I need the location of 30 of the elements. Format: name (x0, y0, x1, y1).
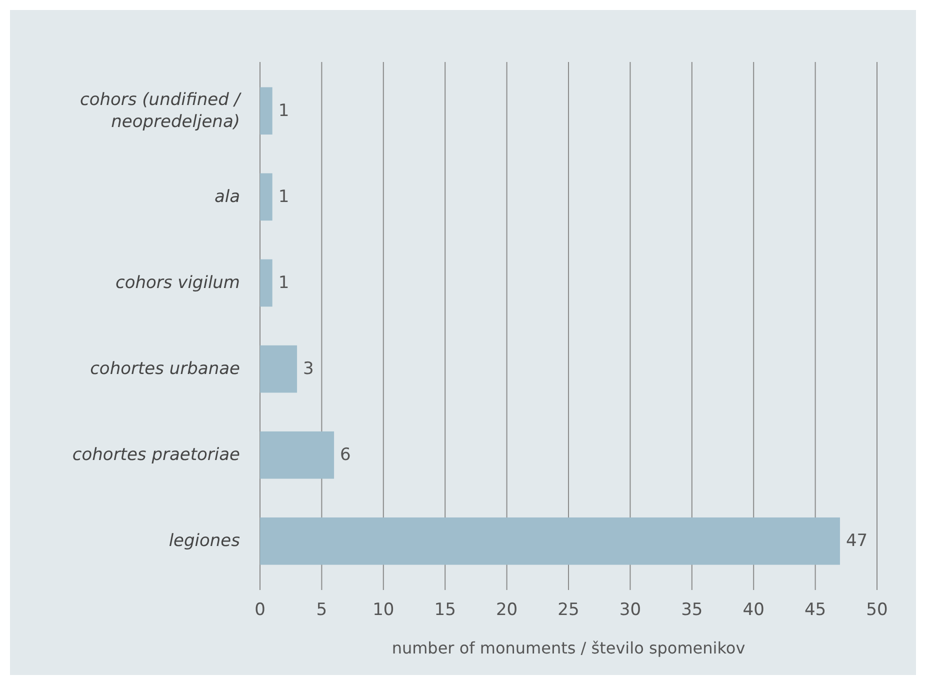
x-tick-label: 10 (372, 600, 394, 620)
bar (260, 517, 840, 565)
x-tick-label: 20 (496, 600, 518, 620)
data-label: 47 (846, 531, 868, 552)
x-tick-label: 40 (742, 600, 764, 620)
bar (260, 173, 272, 221)
bar (260, 87, 272, 135)
bar (260, 345, 298, 393)
y-tick-label: cohortes praetoriae (72, 445, 240, 466)
data-label: 3 (303, 359, 314, 380)
y-tick-label: legiones (168, 531, 240, 552)
bar (260, 431, 334, 479)
y-tick-label: ala (214, 186, 240, 207)
y-tick-label: cohors (undifined / neopredeljena) (80, 90, 242, 132)
bar (260, 259, 272, 307)
x-tick-label: 45 (804, 600, 826, 620)
x-tick-label: 35 (681, 600, 703, 620)
y-tick-label: cohortes urbanae (90, 359, 240, 380)
x-tick-label: 50 (866, 600, 888, 620)
data-label: 6 (340, 445, 351, 466)
x-tick-label: 30 (619, 600, 642, 620)
x-tick-label: 15 (434, 600, 456, 620)
data-label: 1 (278, 272, 290, 293)
x-tick-label: 0 (254, 600, 266, 620)
data-label: 1 (278, 186, 290, 207)
y-tick-label: cohors vigilum (115, 272, 240, 293)
x-tick-label: 5 (316, 600, 328, 620)
data-label: 1 (278, 100, 290, 121)
x-axis-title: number of monuments / število spomenikov (392, 638, 746, 658)
x-tick-label: 25 (558, 600, 580, 620)
